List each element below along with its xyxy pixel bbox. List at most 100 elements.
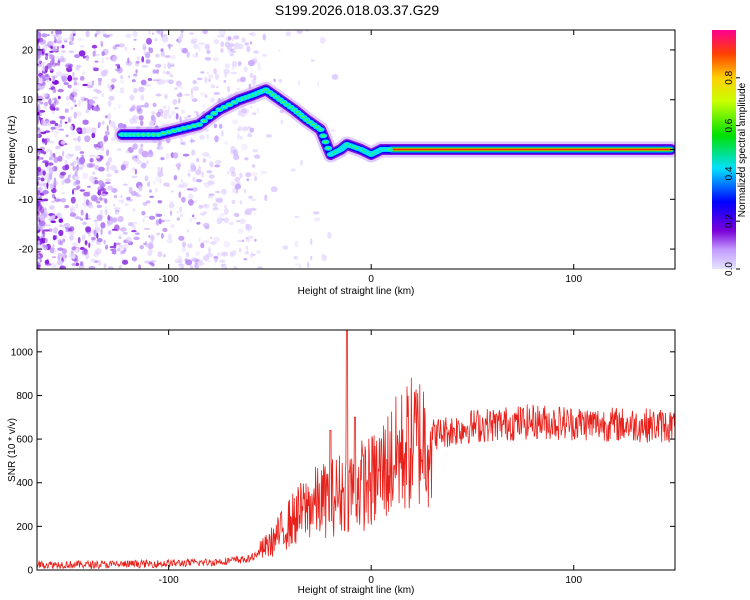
y-tick-label: 20 <box>22 45 34 56</box>
noise-speckle <box>44 130 51 133</box>
noise-speckle <box>71 262 77 267</box>
noise-speckle <box>214 73 220 80</box>
noise-speckle <box>243 258 248 261</box>
noise-speckle <box>215 190 221 194</box>
noise-speckle <box>178 191 182 199</box>
snr-frame <box>36 329 676 571</box>
noise-speckle <box>114 194 117 199</box>
noise-speckle <box>75 64 80 71</box>
noise-speckle <box>37 38 40 43</box>
noise-speckle <box>164 55 171 58</box>
noise-speckle <box>234 177 241 182</box>
noise-speckle <box>135 60 140 64</box>
noise-speckle <box>94 60 99 63</box>
noise-speckle <box>70 196 76 204</box>
noise-speckle <box>106 57 109 60</box>
noise-speckle <box>61 57 67 63</box>
noise-speckle <box>180 30 184 33</box>
noise-speckle <box>244 157 249 161</box>
noise-speckle <box>73 81 78 86</box>
noise-speckle <box>46 162 54 166</box>
noise-speckle <box>99 196 103 202</box>
noise-speckle <box>212 202 218 208</box>
noise-speckle <box>157 166 161 172</box>
noise-speckle <box>144 84 151 87</box>
noise-speckle <box>96 214 103 219</box>
noise-speckle <box>213 256 219 259</box>
noise-speckle <box>231 199 236 205</box>
colorbar-tick-label: 0.2 <box>724 214 735 228</box>
noise-speckle <box>120 75 124 80</box>
noise-speckle <box>147 242 154 250</box>
noise-speckle <box>195 179 203 183</box>
spectrogram-y-label: Frequency (Hz) <box>7 116 18 185</box>
noise-speckle <box>70 41 74 46</box>
y-tick-label: 1000 <box>11 347 34 358</box>
noise-speckle <box>91 132 96 139</box>
noise-speckle <box>167 44 174 47</box>
noise-speckle <box>82 71 85 75</box>
noise-speckle <box>143 215 149 218</box>
noise-speckle <box>296 30 303 34</box>
noise-speckle <box>113 247 117 255</box>
noise-speckle <box>107 230 112 235</box>
noise-speckle <box>206 49 211 55</box>
noise-speckle <box>148 47 154 54</box>
snr-y-ticks: 0 200 400 600 800 1000 <box>11 347 675 577</box>
noise-speckle <box>94 179 99 185</box>
noise-speckle <box>117 148 122 151</box>
noise-speckle <box>298 265 302 269</box>
noise-speckle <box>175 80 182 87</box>
noise-speckle <box>149 120 155 127</box>
noise-speckle <box>236 78 242 83</box>
noise-speckle <box>57 253 63 257</box>
noise-speckle <box>161 232 164 239</box>
noise-speckle <box>202 240 210 244</box>
noise-speckle <box>139 245 144 250</box>
noise-speckle <box>142 218 145 223</box>
noise-speckle <box>41 52 45 56</box>
noise-speckle <box>181 142 184 145</box>
noise-speckle <box>144 175 149 182</box>
noise-speckle <box>219 218 223 224</box>
noise-speckle <box>50 34 57 37</box>
noise-speckle <box>126 196 131 200</box>
noise-speckle <box>98 80 102 86</box>
noise-speckle <box>48 228 53 232</box>
noise-speckle <box>43 102 48 109</box>
noise-speckle <box>104 181 111 185</box>
noise-speckle <box>100 140 103 147</box>
noise-speckle <box>202 152 210 157</box>
noise-speckle <box>88 242 91 248</box>
noise-speckle <box>243 66 248 73</box>
noise-speckle <box>150 234 155 242</box>
noise-speckle <box>249 251 254 259</box>
noise-speckle <box>53 227 58 234</box>
noise-speckle <box>140 79 147 86</box>
noise-speckle <box>82 83 88 87</box>
noise-speckle <box>169 73 174 78</box>
noise-speckle <box>41 97 45 101</box>
noise-speckle <box>112 56 117 62</box>
noise-speckle <box>72 189 74 195</box>
noise-speckle <box>73 111 77 119</box>
noise-speckle <box>228 50 231 54</box>
noise-speckle <box>42 78 47 82</box>
noise-speckle <box>223 79 226 83</box>
noise-speckle <box>100 183 106 188</box>
noise-speckle <box>39 215 45 222</box>
noise-speckle <box>231 60 237 68</box>
noise-speckle <box>224 72 228 78</box>
noise-speckle <box>58 218 64 223</box>
noise-speckle <box>68 50 75 54</box>
noise-speckle <box>165 71 171 75</box>
noise-speckle <box>179 92 182 96</box>
noise-speckle <box>141 65 149 68</box>
noise-speckle <box>110 136 116 141</box>
noise-speckle <box>330 129 336 132</box>
noise-speckle <box>37 59 42 64</box>
noise-speckle <box>117 248 120 252</box>
snr-series-line <box>37 330 675 570</box>
noise-speckle <box>121 199 124 204</box>
noise-speckle <box>102 115 106 119</box>
